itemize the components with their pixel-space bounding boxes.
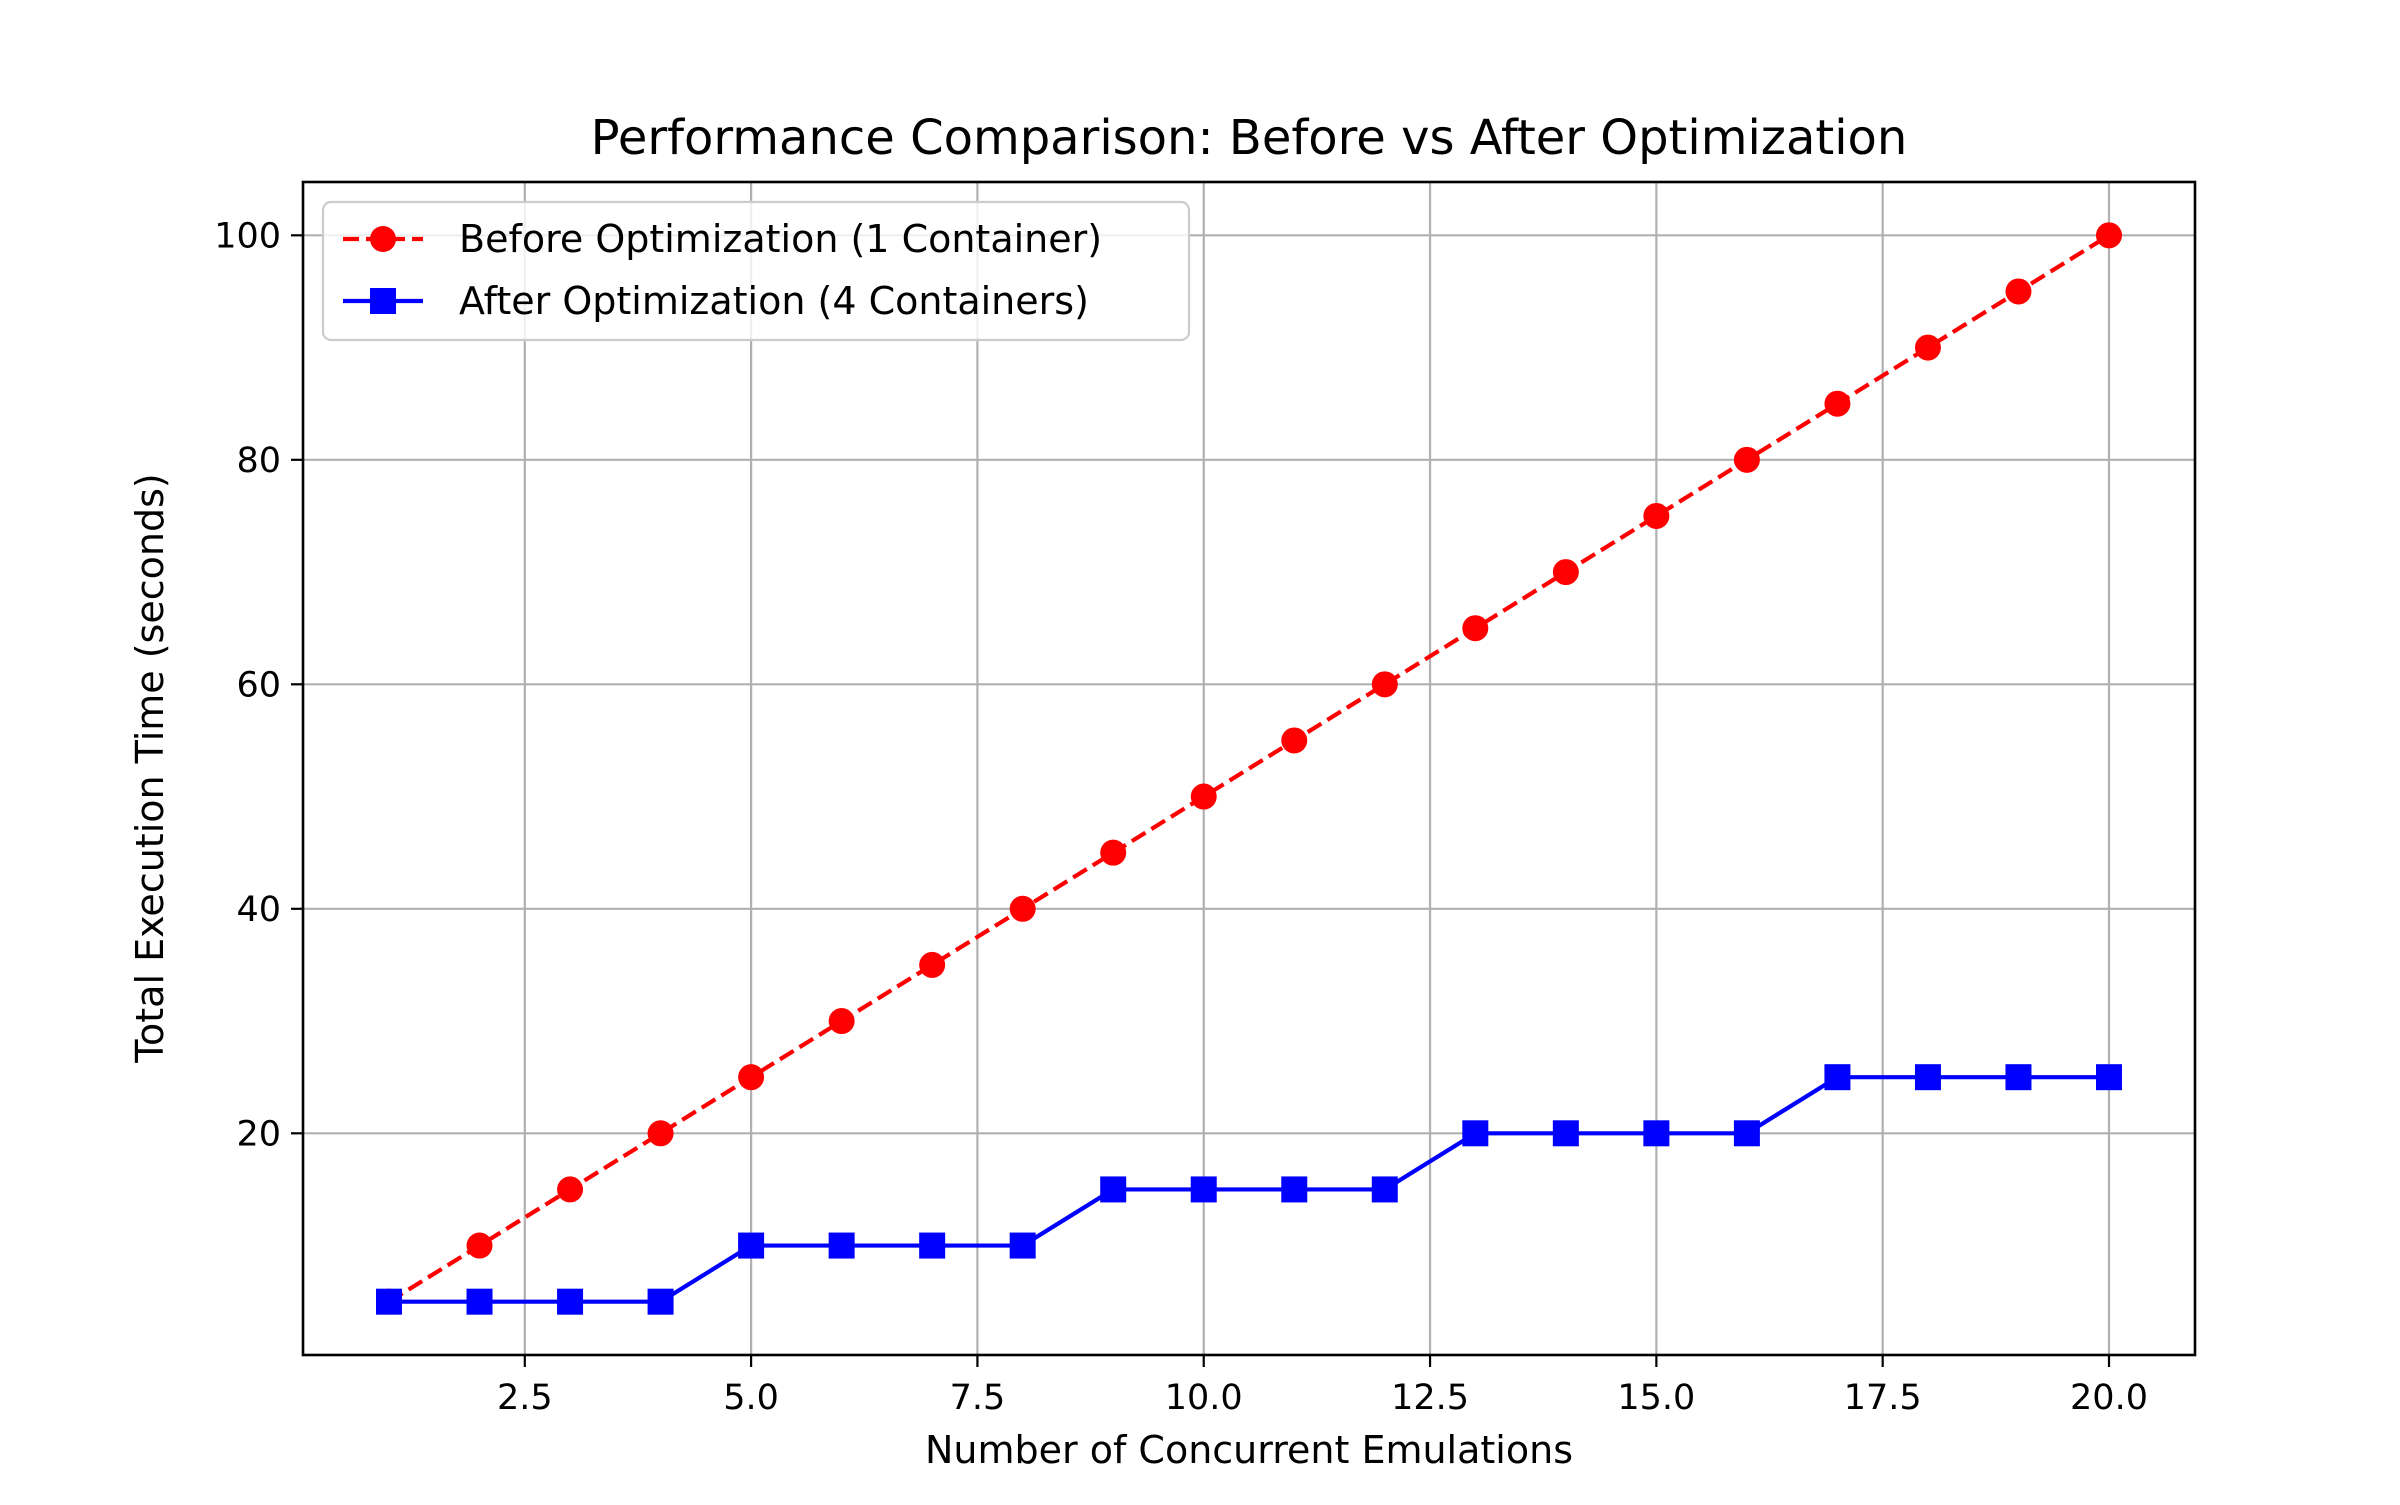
data-point-before (738, 1064, 765, 1091)
legend-marker-before (370, 226, 396, 252)
data-point-after (1643, 1120, 1670, 1147)
x-axis-ticks: 2.5 5.0 7.5 10.0 12.5 15.0 17.5 20.0 (497, 1355, 2148, 1418)
series-line-after (389, 1075, 2109, 1304)
y-tick-label: 100 (214, 216, 281, 256)
data-point-before (2005, 278, 2032, 305)
data-point-before (1733, 446, 1760, 473)
data-point-before (1100, 839, 1127, 866)
x-tick-label: 15.0 (1617, 1378, 1695, 1418)
x-tick-label: 10.0 (1165, 1378, 1243, 1418)
x-tick-label: 7.5 (950, 1378, 1006, 1418)
legend-entry-before: Before Optimization (1 Container) (343, 217, 1102, 261)
data-point-after (2005, 1064, 2032, 1091)
data-point-before (2096, 222, 2122, 249)
data-point-before (466, 1232, 493, 1259)
data-point-before (1643, 502, 1670, 529)
data-point-after (738, 1232, 765, 1259)
y-tick-label: 80 (236, 441, 281, 481)
data-point-after (557, 1288, 584, 1315)
data-point-before (919, 951, 946, 978)
grid-lines (303, 182, 2195, 1355)
legend-entry-after: After Optimization (4 Containers) (343, 279, 1089, 323)
data-point-after (647, 1288, 674, 1315)
x-axis-label: Number of Concurrent Emulations (925, 1428, 1573, 1472)
legend-marker-after (370, 288, 396, 314)
data-point-before (647, 1120, 674, 1147)
plot-frame (301, 180, 2197, 1357)
data-point-before (1462, 615, 1489, 642)
data-point-before (1552, 559, 1579, 586)
chart-title: Performance Comparison: Before vs After … (591, 110, 1908, 166)
data-point-before (557, 1176, 584, 1203)
y-tick-label: 40 (236, 890, 281, 930)
y-axis-ticks: 20 40 60 80 100 (214, 216, 303, 1154)
series-line-before (387, 233, 2111, 1304)
data-point-after (1371, 1176, 1398, 1203)
data-point-after (1190, 1176, 1217, 1203)
data-point-after (919, 1232, 946, 1259)
data-point-before (1281, 727, 1308, 754)
legend-label-after: After Optimization (4 Containers) (459, 279, 1089, 323)
data-point-after (1462, 1120, 1489, 1147)
legend-box (321, 200, 1191, 342)
data-point-after (1552, 1120, 1579, 1147)
data-point-after (1009, 1232, 1036, 1259)
x-tick-label: 17.5 (1844, 1378, 1922, 1418)
y-tick-label: 20 (236, 1114, 281, 1154)
data-point-after (376, 1288, 402, 1315)
series-after (376, 1064, 2122, 1315)
data-point-before (1009, 895, 1036, 922)
data-point-after (1100, 1176, 1127, 1203)
legend: Before Optimization (1 Container) After … (321, 200, 1191, 342)
data-point-after (1824, 1064, 1851, 1091)
x-tick-label: 2.5 (497, 1378, 553, 1418)
data-point-before (1824, 390, 1851, 417)
x-tick-label: 20.0 (2070, 1378, 2148, 1418)
data-point-after (1914, 1064, 1941, 1091)
x-tick-label: 12.5 (1391, 1378, 1469, 1418)
data-point-before (1190, 783, 1217, 810)
data-point-before (1371, 671, 1398, 698)
data-point-after (1281, 1176, 1308, 1203)
legend-label-before: Before Optimization (1 Container) (459, 217, 1102, 261)
data-point-after (828, 1232, 855, 1259)
y-axis-label: Total Execution Time (seconds) (128, 473, 172, 1063)
data-point-after (1733, 1120, 1760, 1147)
series-group (376, 222, 2122, 1315)
data-point-after (2096, 1064, 2122, 1091)
data-point-after (466, 1288, 493, 1315)
data-point-before (828, 1008, 855, 1035)
y-tick-label: 60 (236, 665, 281, 705)
x-tick-label: 5.0 (723, 1378, 779, 1418)
data-point-before (1914, 334, 1941, 361)
